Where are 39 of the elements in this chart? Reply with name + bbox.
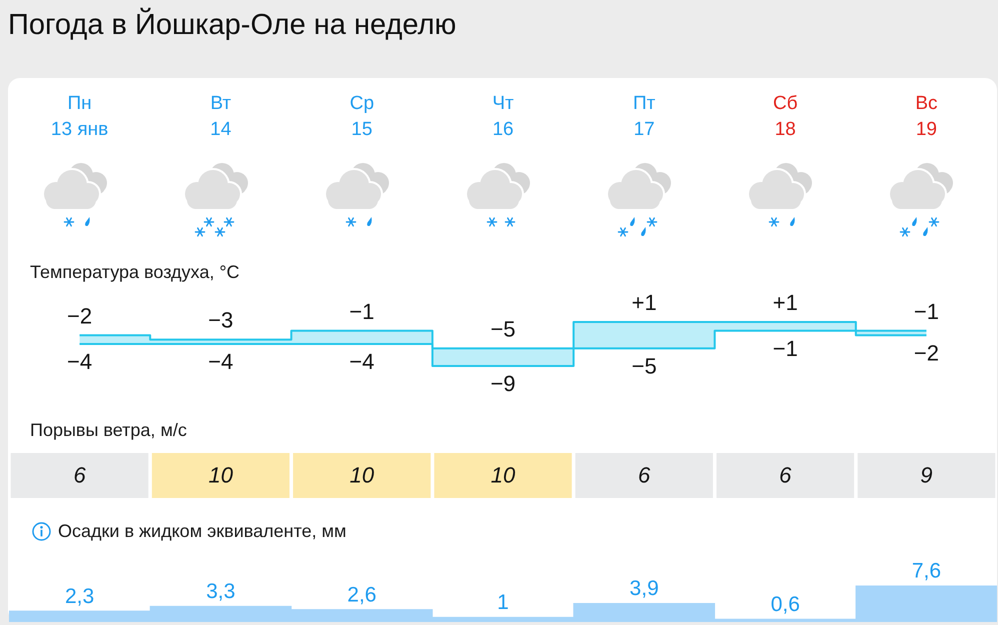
data-label: +1 <box>772 290 798 316</box>
x-tick-label: Пт 17 <box>632 93 656 140</box>
data-label: 10 <box>490 462 516 488</box>
data-label: 2,3 <box>64 584 94 608</box>
x-tick-label: Ср 15 <box>350 93 374 140</box>
data-label: −1 <box>349 298 374 324</box>
data-label: −2 <box>914 340 939 366</box>
chart-title: Порывы ветра, м/с <box>30 419 187 441</box>
data-label: +1 <box>632 290 657 316</box>
data-label: −1 <box>914 298 939 324</box>
data-label: 3,9 <box>630 577 659 600</box>
chart-subtitle: Температура воздуха, °C <box>30 261 240 283</box>
x-tick-label: Пн 13 янв <box>50 93 108 140</box>
x-tick-label: Сб 18 <box>772 93 798 140</box>
data-label: 2,6 <box>347 583 376 606</box>
data-label: −4 <box>67 349 92 374</box>
data-label: 6 <box>73 462 86 488</box>
data-label: 10 <box>350 462 375 488</box>
data-label: 6 <box>779 462 792 488</box>
data-label: 3,3 <box>206 580 236 603</box>
chart-title: Осадки в жидком эквиваленте, мм <box>58 520 346 542</box>
data-label: 6 <box>638 462 652 488</box>
data-label: −3 <box>208 308 234 333</box>
data-label: −9 <box>490 371 516 396</box>
data-label: 7,6 <box>912 559 942 582</box>
data-label: −2 <box>67 303 92 328</box>
x-tick-label: Вс 19 <box>915 93 938 140</box>
chart-title: Погода в Йошкар-Оле на неделю <box>8 7 456 43</box>
data-label: 9 <box>920 462 933 488</box>
data-label: −1 <box>772 336 798 361</box>
data-label: 10 <box>208 462 234 488</box>
data-label: −4 <box>349 349 374 374</box>
data-label: −4 <box>208 349 234 374</box>
x-tick-label: Вт 14 <box>210 93 232 140</box>
data-label: 1 <box>497 590 509 614</box>
data-label: 0,6 <box>770 592 800 616</box>
x-tick-label: Чт 16 <box>492 93 514 140</box>
data-label: −5 <box>490 316 516 342</box>
data-label: −5 <box>632 353 657 378</box>
